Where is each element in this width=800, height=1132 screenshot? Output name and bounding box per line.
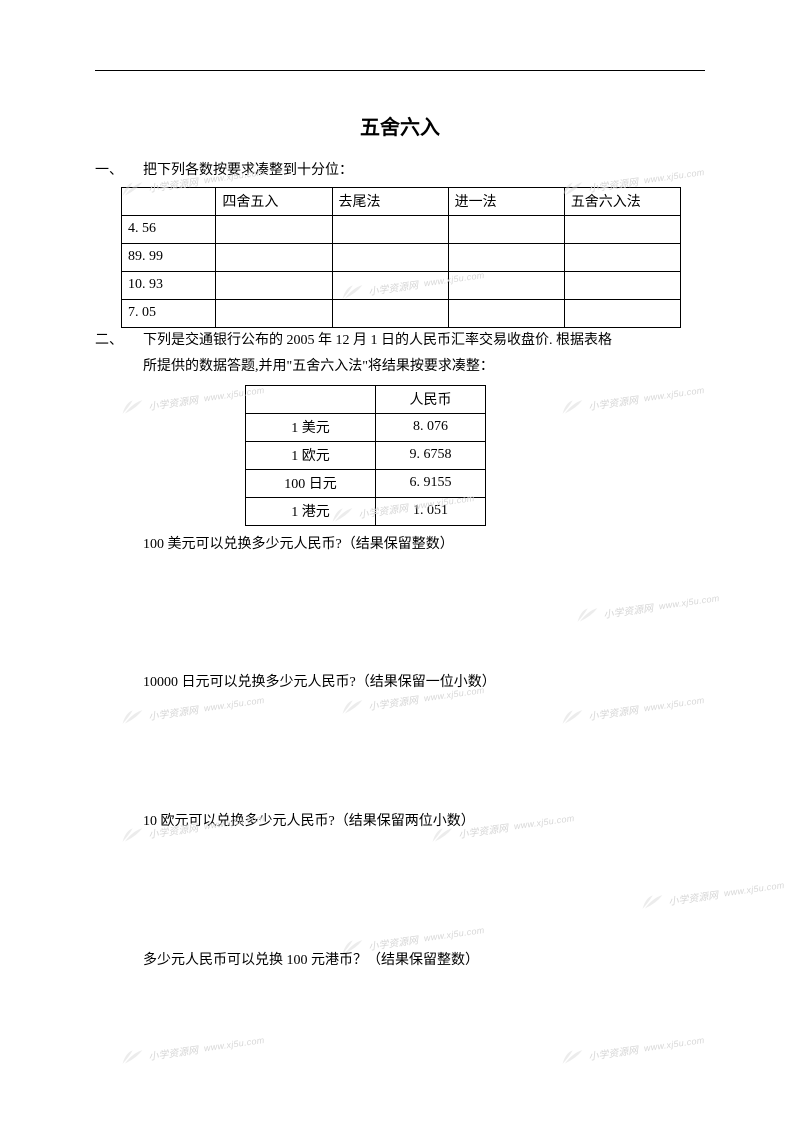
table-cell xyxy=(332,271,448,299)
table-header-cell: 进一法 xyxy=(448,187,564,215)
table-cell: 10. 93 xyxy=(122,271,216,299)
table-cell xyxy=(564,299,680,327)
table-row: 1 港元 1. 051 xyxy=(246,497,486,525)
table-row: 1 美元 8. 076 xyxy=(246,413,486,441)
table-row: 人民币 xyxy=(246,385,486,413)
table-cell xyxy=(564,243,680,271)
question-1: 100 美元可以兑换多少元人民币?（结果保留整数） xyxy=(143,532,705,559)
table-row: 100 日元 6. 9155 xyxy=(246,469,486,497)
section-2-text-line1: 下列是交通银行公布的 2005 年 12 月 1 日的人民币汇率交易收盘价. 根… xyxy=(143,333,612,348)
table-row: 1 欧元 9. 6758 xyxy=(246,441,486,469)
question-4: 多少元人民币可以兑换 100 元港币？（结果保留整数） xyxy=(143,948,705,975)
table-cell: 1 港元 xyxy=(246,497,376,525)
table-cell xyxy=(564,215,680,243)
watermark-url: www.xj5u.com xyxy=(643,384,705,402)
exchange-rate-table: 人民币 1 美元 8. 076 1 欧元 9. 6758 100 日元 6. 9… xyxy=(245,385,486,526)
watermark: 小学资源网www.xj5u.com xyxy=(119,1030,265,1069)
table-header-cell: 五舍六入法 xyxy=(564,187,680,215)
table-cell xyxy=(332,299,448,327)
table-cell: 100 日元 xyxy=(246,469,376,497)
table-row: 7. 05 xyxy=(122,299,681,327)
table-header-cell: 人民币 xyxy=(376,385,486,413)
table-row: 4. 56 xyxy=(122,215,681,243)
table-cell: 6. 9155 xyxy=(376,469,486,497)
table-row: 10. 93 xyxy=(122,271,681,299)
table-cell xyxy=(448,299,564,327)
watermark-url: www.xj5u.com xyxy=(723,879,785,897)
question-3: 10 欧元可以兑换多少元人民币?（结果保留两位小数） xyxy=(143,809,705,836)
section-2-label: 二、 xyxy=(95,328,143,355)
table-cell xyxy=(448,215,564,243)
table-cell xyxy=(448,243,564,271)
watermark: 小学资源网www.xj5u.com xyxy=(559,380,705,419)
leaf-icon xyxy=(559,1047,585,1069)
section-1-header: 一、把下列各数按要求凑整到十分位： xyxy=(95,158,705,185)
table-cell xyxy=(448,271,564,299)
watermark: 小学资源网www.xj5u.com xyxy=(119,380,265,419)
table-cell xyxy=(332,215,448,243)
watermark-text: 小学资源网 xyxy=(587,391,639,413)
table-cell: 89. 99 xyxy=(122,243,216,271)
question-2: 10000 日元可以兑换多少元人民币?（结果保留一位小数） xyxy=(143,670,705,697)
leaf-icon xyxy=(559,397,585,419)
table-header-cell xyxy=(246,385,376,413)
table-header-cell: 去尾法 xyxy=(332,187,448,215)
table-row: 四舍五入 去尾法 进一法 五舍六入法 xyxy=(122,187,681,215)
table-cell xyxy=(216,299,332,327)
table-cell: 8. 076 xyxy=(376,413,486,441)
table-header-cell: 四舍五入 xyxy=(216,187,332,215)
section-1-text: 把下列各数按要求凑整到十分位： xyxy=(143,163,353,178)
table-cell xyxy=(564,271,680,299)
section-1-label: 一、 xyxy=(95,158,143,185)
table-cell: 1 欧元 xyxy=(246,441,376,469)
watermark: 小学资源网www.xj5u.com xyxy=(559,1030,705,1069)
table-cell xyxy=(216,271,332,299)
table-cell: 1 美元 xyxy=(246,413,376,441)
rounding-table: 四舍五入 去尾法 进一法 五舍六入法 4. 56 89. 99 10. 93 7… xyxy=(121,187,681,328)
section-2-text-line2: 所提供的数据答题,并用"五舍六入法"将结果按要求凑整： xyxy=(143,354,705,381)
leaf-icon xyxy=(119,397,145,419)
table-header-cell xyxy=(122,187,216,215)
table-row: 89. 99 xyxy=(122,243,681,271)
table-cell: 1. 051 xyxy=(376,497,486,525)
table-cell xyxy=(216,243,332,271)
top-horizontal-rule xyxy=(95,70,705,71)
table-cell: 7. 05 xyxy=(122,299,216,327)
watermark-text: 小学资源网 xyxy=(147,1041,199,1063)
watermark-url: www.xj5u.com xyxy=(643,1034,705,1052)
watermark-url: www.xj5u.com xyxy=(203,1034,265,1052)
table-cell: 9. 6758 xyxy=(376,441,486,469)
table-cell xyxy=(332,243,448,271)
section-2-header-line1: 二、下列是交通银行公布的 2005 年 12 月 1 日的人民币汇率交易收盘价.… xyxy=(95,328,705,355)
leaf-icon xyxy=(119,1047,145,1069)
table-cell: 4. 56 xyxy=(122,215,216,243)
table-cell xyxy=(216,215,332,243)
watermark-text: 小学资源网 xyxy=(147,391,199,413)
watermark-text: 小学资源网 xyxy=(587,1041,639,1063)
page-title: 五舍六入 xyxy=(95,111,705,140)
